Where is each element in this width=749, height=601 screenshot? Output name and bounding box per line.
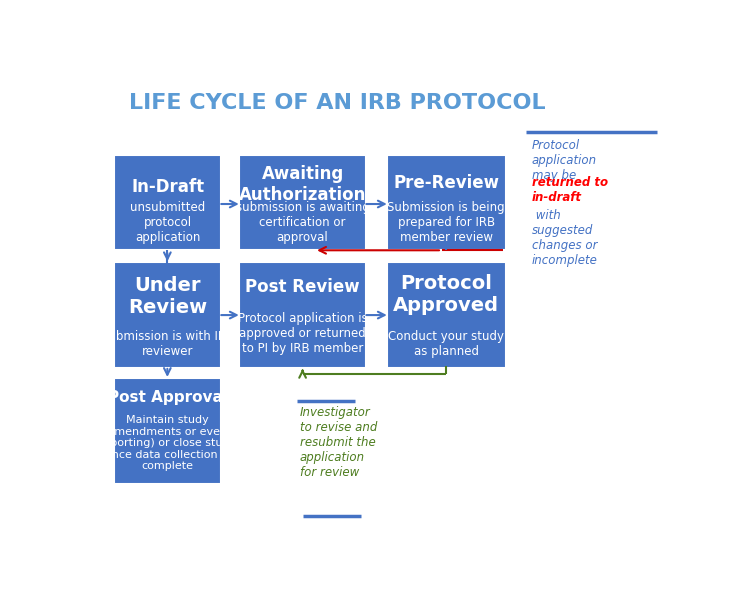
Text: Submission is being
prepared for IRB
member review: Submission is being prepared for IRB mem…: [387, 201, 505, 244]
Text: Under
Review: Under Review: [128, 276, 207, 317]
FancyBboxPatch shape: [386, 156, 506, 250]
Text: unsubmitted
protocol
application: unsubmitted protocol application: [130, 201, 205, 244]
Text: Maintain study
(amendments or event
reporting) or close study
once data collecti: Maintain study (amendments or event repo…: [99, 415, 236, 471]
Text: Submission is with IRB
reviewer: Submission is with IRB reviewer: [101, 329, 234, 358]
Text: Protocol application is
approved or returned
to PI by IRB member: Protocol application is approved or retu…: [237, 312, 368, 355]
Text: Protocol
Approved: Protocol Approved: [393, 274, 500, 315]
Text: Post Approval: Post Approval: [108, 389, 228, 404]
Text: Pre-Review: Pre-Review: [393, 174, 500, 192]
Text: Conduct your study
as planned: Conduct your study as planned: [388, 329, 504, 358]
Text: submission is awaiting
certification or
approval: submission is awaiting certification or …: [236, 201, 369, 244]
FancyBboxPatch shape: [114, 156, 222, 250]
Text: with
suggested
changes or
incomplete: with suggested changes or incomplete: [532, 209, 598, 267]
Text: Awaiting
Authorization: Awaiting Authorization: [239, 165, 366, 204]
Text: Investigator
to revise and
resubmit the
application
for review: Investigator to revise and resubmit the …: [300, 406, 377, 479]
FancyBboxPatch shape: [386, 262, 506, 368]
Text: returned to
in-draft: returned to in-draft: [532, 176, 608, 204]
FancyBboxPatch shape: [114, 377, 222, 484]
Text: Post Review: Post Review: [245, 278, 360, 296]
Text: Protocol
application
may be: Protocol application may be: [532, 139, 597, 182]
Text: LIFE CYCLE OF AN IRB PROTOCOL: LIFE CYCLE OF AN IRB PROTOCOL: [129, 93, 546, 113]
FancyBboxPatch shape: [239, 156, 366, 250]
Text: In-Draft: In-Draft: [131, 178, 204, 195]
FancyBboxPatch shape: [114, 262, 222, 368]
FancyBboxPatch shape: [239, 262, 366, 368]
